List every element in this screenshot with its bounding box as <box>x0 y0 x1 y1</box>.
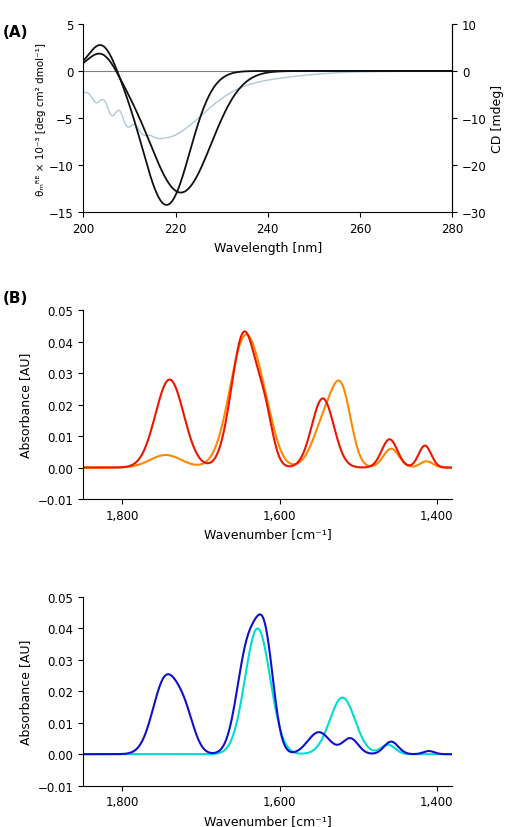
Text: (A): (A) <box>3 25 28 40</box>
X-axis label: Wavelength [nm]: Wavelength [nm] <box>214 241 322 255</box>
Text: (B): (B) <box>3 291 28 306</box>
Y-axis label: CD [mdeg]: CD [mdeg] <box>491 85 504 153</box>
Y-axis label: Absorbance [AU]: Absorbance [AU] <box>19 639 32 744</box>
X-axis label: Wavenumber [cm⁻¹]: Wavenumber [cm⁻¹] <box>204 528 332 541</box>
Y-axis label: Absorbance [AU]: Absorbance [AU] <box>19 352 32 458</box>
Y-axis label: θₘᴿᴱ × 10⁻³ [deg cm² dmol⁻¹]: θₘᴿᴱ × 10⁻³ [deg cm² dmol⁻¹] <box>36 42 46 195</box>
X-axis label: Wavenumber [cm⁻¹]: Wavenumber [cm⁻¹] <box>204 814 332 827</box>
